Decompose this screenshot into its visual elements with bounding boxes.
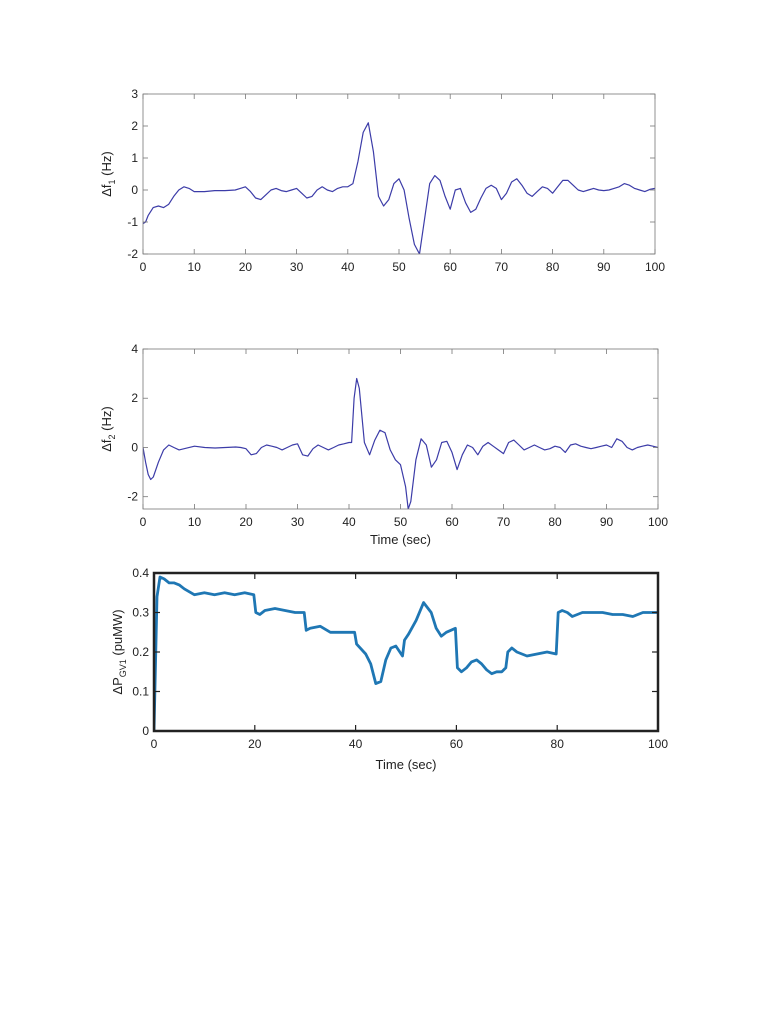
y-tick-label: 1 [131,151,138,165]
y-axis-label: Δf1 (Hz) [99,151,117,196]
x-tick-label: 20 [239,260,253,274]
x-tick-label: 40 [342,515,356,529]
y-tick-label: 4 [131,342,138,356]
y-tick-label: 0.1 [132,685,149,699]
y-tick-label: 0 [131,440,138,454]
series-line [143,377,658,509]
y-tick-label: 0.3 [132,606,149,620]
x-tick-label: 30 [291,515,305,529]
y-tick-label: -2 [127,490,138,504]
x-tick-label: 70 [497,515,511,529]
x-tick-label: 80 [546,260,560,274]
x-axis-label: Time (sec) [376,757,437,772]
x-tick-label: 100 [645,260,665,274]
x-tick-label: 90 [600,515,614,529]
x-tick-label: 80 [548,515,562,529]
y-axis-label-subscript: 1 [107,179,117,184]
y-tick-label: 2 [131,391,138,405]
x-tick-label: 0 [151,737,158,751]
y-axis-label-unit: (Hz) [99,406,114,434]
y-axis-label-subscript: GV1 [118,659,128,677]
chart-delta-pgv1: 0 20 40 60 80 100 0 0.1 0.2 0.3 0.4 ΔPGV1 (puMW) Tim… [110,566,668,772]
y-axis-label-unit: (puMW) [110,609,125,659]
y-axis-label-main: Δf [99,439,114,452]
y-tick-label: 2 [131,119,138,133]
x-tick-label: 50 [394,515,408,529]
x-tick-label: 50 [392,260,406,274]
x-tick-label: 70 [495,260,509,274]
y-tick-label: 0.2 [132,645,149,659]
x-tick-label: 90 [597,260,611,274]
y-axis-label-main: ΔP [110,677,125,694]
y-tick-label: 0 [131,183,138,197]
y-axis-label: Δf2 (Hz) [99,406,117,451]
x-tick-label: 10 [188,260,202,274]
x-tick-label: 60 [450,737,464,751]
series-line [143,122,655,254]
x-tick-label: 20 [248,737,262,751]
y-tick-label: 0.4 [132,566,149,580]
y-axis-label: ΔPGV1 (puMW) [110,609,128,694]
x-tick-label: 10 [188,515,202,529]
x-tick-label: 100 [648,737,668,751]
y-tick-label: 0 [142,724,149,738]
x-tick-label: 100 [648,515,668,529]
x-tick-label: 0 [140,515,147,529]
x-tick-label: 20 [239,515,253,529]
x-tick-label: 80 [551,737,565,751]
x-tick-label: 60 [444,260,458,274]
y-tick-label: 3 [131,87,138,101]
x-tick-label: 0 [140,260,147,274]
series-line [154,575,658,731]
x-tick-label: 60 [445,515,459,529]
x-tick-label: 40 [349,737,363,751]
x-tick-label: 40 [341,260,355,274]
x-axis-label: Time (sec) [370,532,431,547]
y-tick-label: -1 [127,215,138,229]
x-tick-label: 30 [290,260,304,274]
y-axis-label-main: Δf [99,184,114,197]
y-axis-label-unit: (Hz) [99,151,114,179]
y-tick-label: -2 [127,247,138,261]
y-axis-label-subscript: 2 [107,434,117,439]
